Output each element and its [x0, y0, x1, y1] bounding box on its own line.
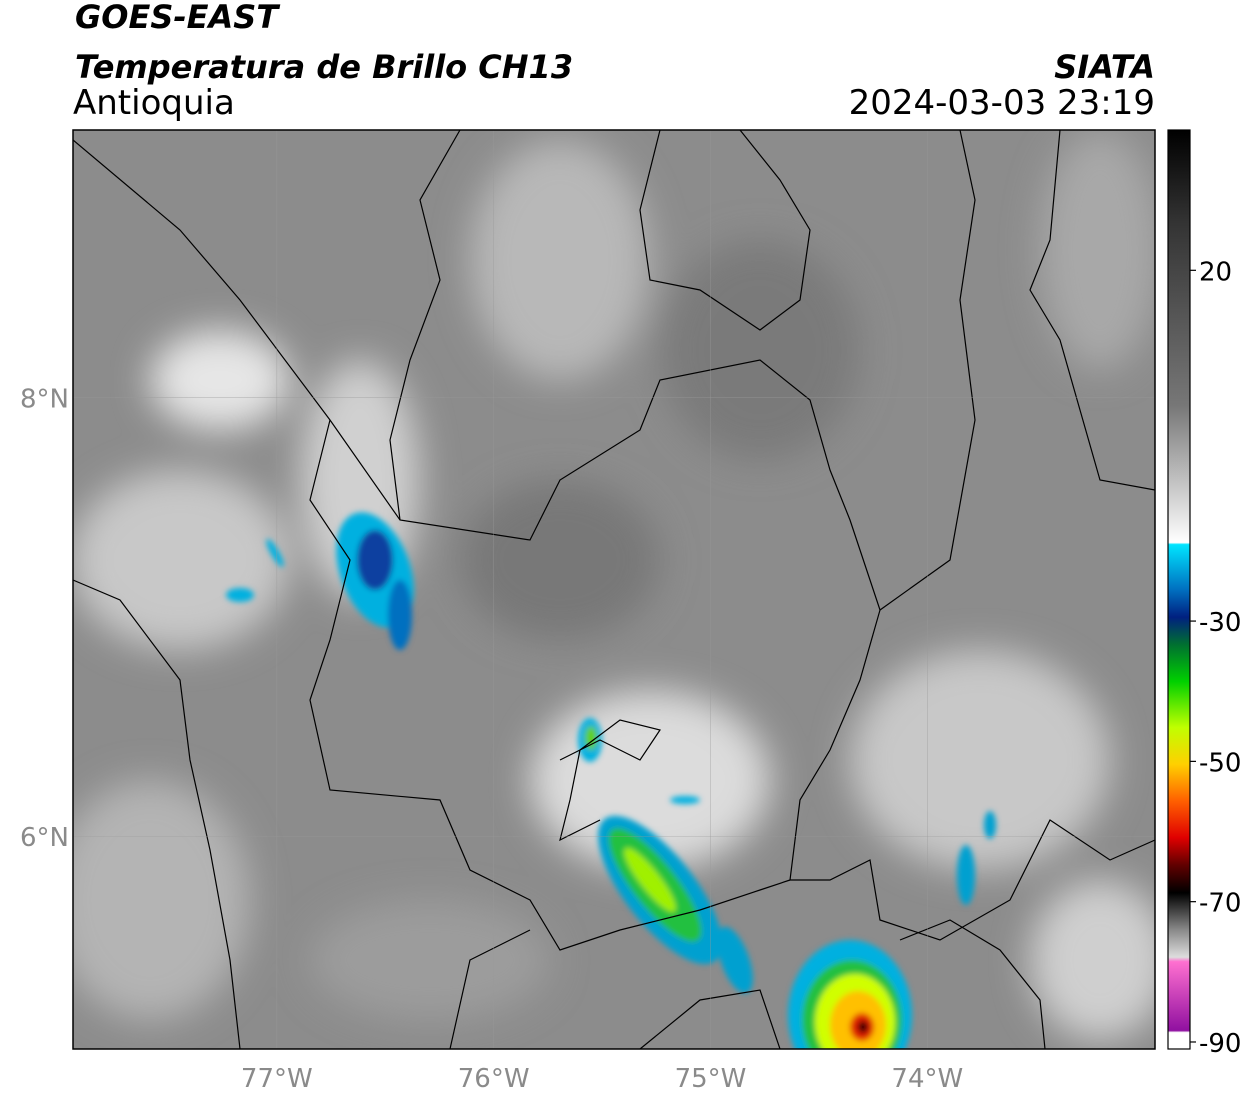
lat-tick-label: 6°N: [20, 823, 69, 853]
colorbar: [1167, 129, 1191, 1050]
lat-tick-label: 8°N: [20, 385, 69, 415]
region: Antioquia: [73, 83, 235, 123]
source: GOES-EAST: [75, 0, 280, 36]
boundaries: [73, 130, 1155, 1049]
cold-cloud-tops: [226, 512, 996, 1049]
lon-tick-label: 77°W: [241, 1064, 313, 1094]
colorbar-tick-label: -70: [1199, 889, 1241, 919]
lon-tick-label: 75°W: [675, 1064, 747, 1094]
colorbar-tick-label: 20: [1199, 257, 1232, 287]
agency: SIATA: [1054, 48, 1155, 86]
colorbar-tick-label: -30: [1199, 608, 1241, 638]
graticule: [73, 130, 1155, 1049]
map-frame: [72, 129, 1156, 1050]
lon-tick-label: 74°W: [891, 1064, 963, 1094]
colorbar-tick-label: -50: [1199, 748, 1241, 778]
satellite-image: [73, 130, 1155, 1049]
lon-tick-label: 76°W: [458, 1064, 530, 1094]
colorbar-tick-label: -90: [1199, 1029, 1241, 1059]
timestamp: 2024-03-03 23:19: [849, 83, 1155, 123]
product: Temperatura de Brillo CH13: [75, 48, 573, 86]
